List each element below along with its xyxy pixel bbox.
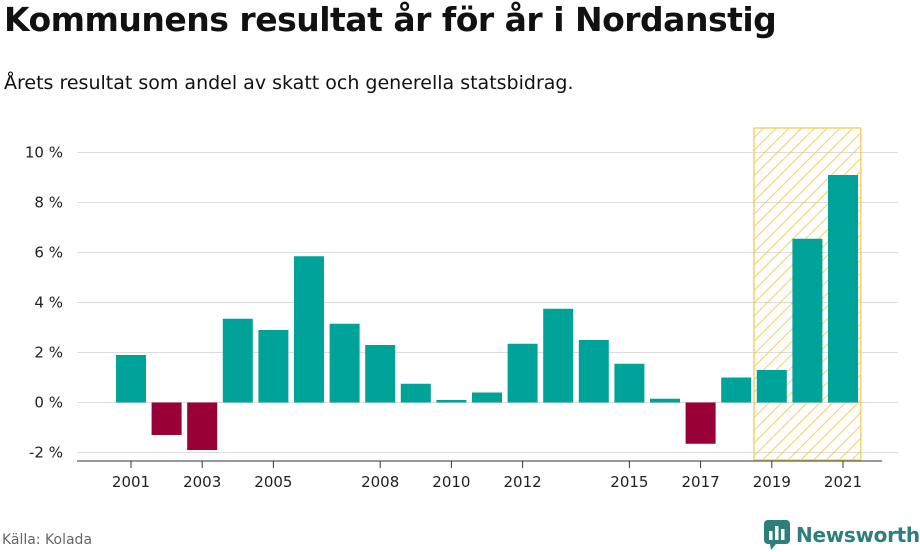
bar-2002[interactable] xyxy=(151,402,182,436)
bar-2016[interactable] xyxy=(650,398,680,403)
x-tick-label: 2003 xyxy=(183,473,221,491)
bar-2005[interactable] xyxy=(258,330,289,403)
bar-2009[interactable] xyxy=(400,383,431,403)
y-tick-label: -2 % xyxy=(29,444,63,462)
x-tick-label: 2010 xyxy=(432,473,470,491)
chart-title: Kommunens resultat år för år i Nordansti… xyxy=(4,0,777,39)
x-tick-label: 2001 xyxy=(112,473,150,491)
y-tick-label: 2 % xyxy=(34,344,63,362)
x-tick-label: 2012 xyxy=(504,473,542,491)
bar-2003[interactable] xyxy=(187,402,218,451)
x-tick-label: 2005 xyxy=(254,473,292,491)
bar-2020[interactable] xyxy=(792,238,823,403)
bar-2007[interactable] xyxy=(329,323,360,403)
bar-2015[interactable] xyxy=(614,363,645,403)
bar-2006[interactable] xyxy=(294,256,324,403)
y-tick-label: 0 % xyxy=(34,394,63,412)
newsworthy-logo-icon xyxy=(764,520,790,550)
x-tick-label: 2008 xyxy=(361,473,399,491)
newsworthy-brand[interactable]: Newsworthy xyxy=(764,520,920,550)
source-note: Källa: Kolada xyxy=(2,532,93,548)
bar-2017[interactable] xyxy=(685,402,716,444)
y-tick-label: 4 % xyxy=(34,294,63,312)
y-tick-label: 10 % xyxy=(25,144,63,162)
bar-2014[interactable] xyxy=(578,340,609,403)
bar-2008[interactable] xyxy=(365,345,396,403)
bar-2019[interactable] xyxy=(756,370,787,403)
bar-2021[interactable] xyxy=(828,175,858,403)
bar-2018[interactable] xyxy=(721,377,752,403)
y-tick-label: 8 % xyxy=(34,194,63,212)
bar-2004[interactable] xyxy=(222,318,253,403)
bar-2011[interactable] xyxy=(472,392,502,403)
bar-2010[interactable] xyxy=(436,400,467,403)
brand-name: Newsworthy xyxy=(796,523,920,547)
x-tick-label: 2021 xyxy=(824,473,862,491)
bar-2001[interactable] xyxy=(116,355,146,403)
x-tick-label: 2019 xyxy=(753,473,791,491)
bar-2012[interactable] xyxy=(507,343,538,403)
x-tick-label: 2015 xyxy=(610,473,648,491)
chart-subtitle: Årets resultat som andel av skatt och ge… xyxy=(4,72,574,94)
x-tick-label: 2017 xyxy=(682,473,720,491)
bar-2013[interactable] xyxy=(543,308,574,403)
y-tick-label: 6 % xyxy=(34,244,63,262)
